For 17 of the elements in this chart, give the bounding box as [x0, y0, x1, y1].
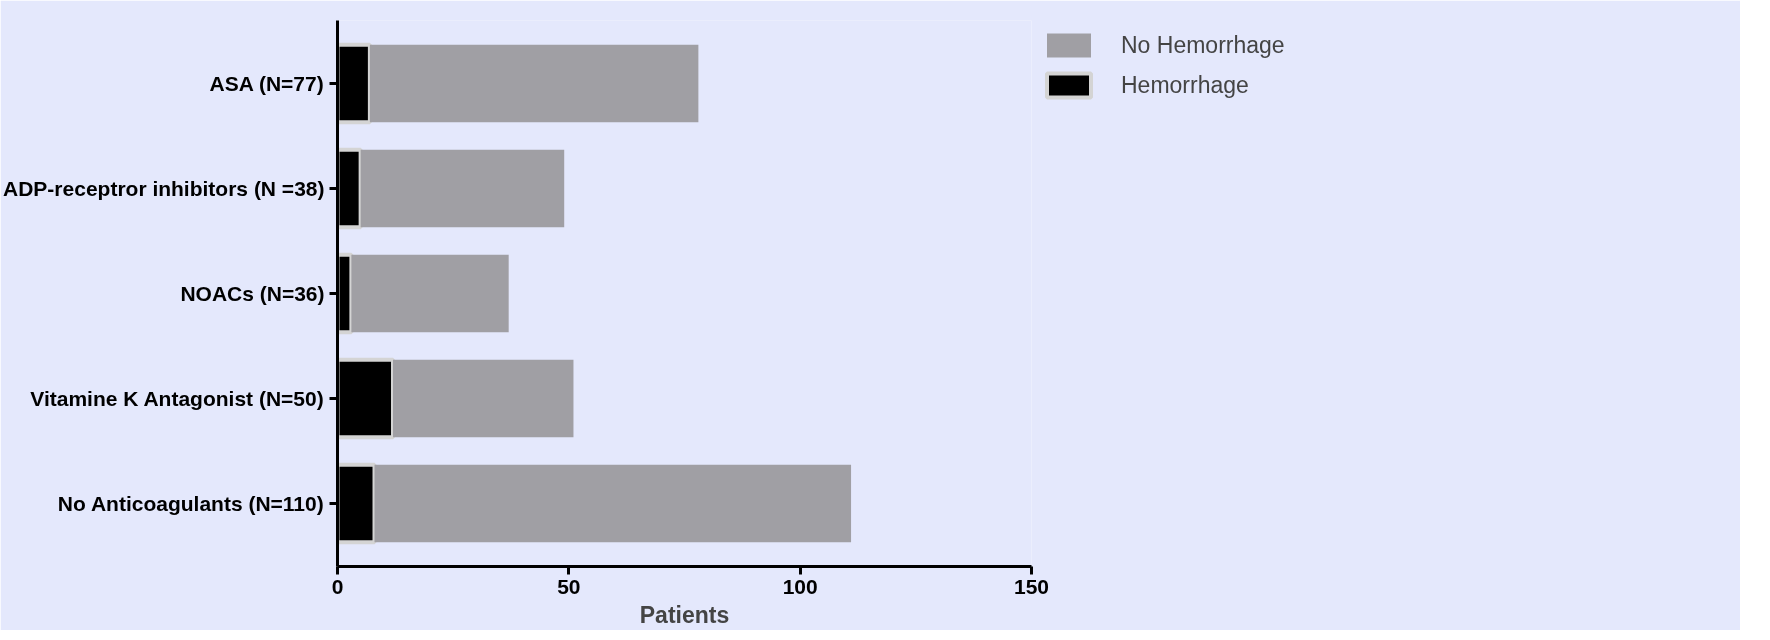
legend-label: No Hemorrhage: [1121, 31, 1285, 59]
x-tick-label: 50: [557, 574, 581, 598]
y-tick-label: NOACs (N=36): [180, 282, 325, 305]
x-tick-label: 0: [331, 574, 344, 598]
legend-label: Hemorrhage: [1121, 71, 1249, 99]
y-tick-label: ASA (N=77): [209, 72, 324, 95]
y-tick-label: No Anticoagulants (N=110): [57, 492, 324, 515]
y-tick-label: Vitamine K Antagonist (N=50): [30, 387, 324, 410]
x-tick-label: 150: [1013, 574, 1050, 598]
bar: [374, 464, 852, 543]
x-axis-title: Patients: [639, 601, 730, 628]
bar: [369, 44, 699, 123]
x-tick-label: 100: [782, 574, 818, 598]
bar: [393, 359, 574, 438]
bar: [360, 149, 565, 228]
bar: [351, 254, 509, 333]
y-tick-label: ADP-receptror inhibitors (N =38): [3, 177, 325, 200]
